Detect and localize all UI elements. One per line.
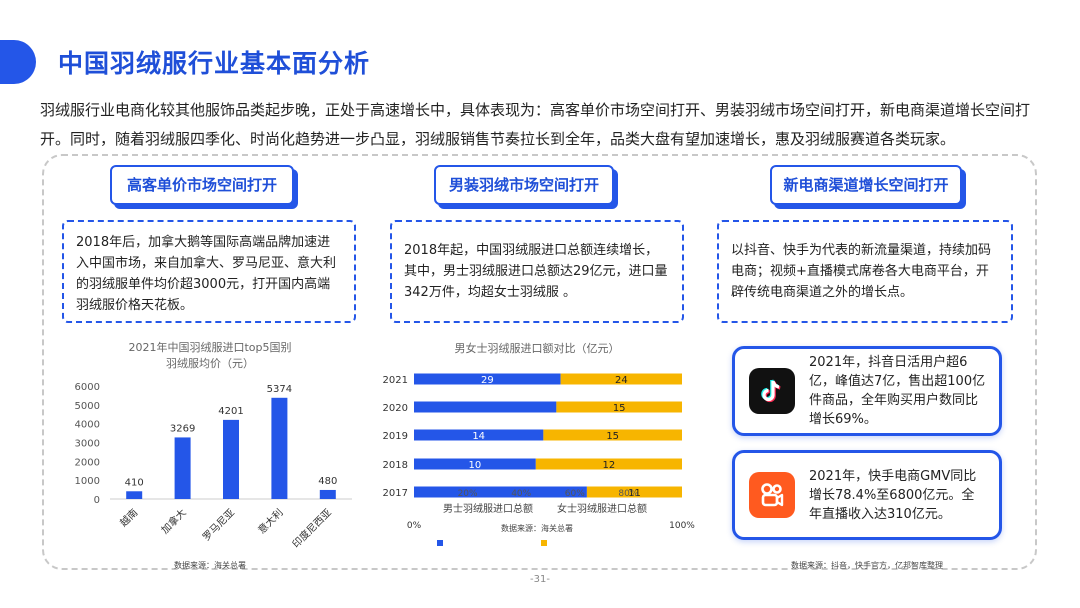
chart2-female-value: 12 [603,460,616,471]
chart1-ytick: 4000 [75,420,100,431]
chart2-bar-male [414,429,544,441]
legend-female-swatch [541,540,547,546]
col-title-new-channel: 新电商渠道增长空间打开 [770,165,962,205]
chart1-category-label: 加拿大 [158,506,188,536]
chart1-title: 2021年中国羽绒服进口top5国别 [128,340,291,354]
chart2-female-value: 24 [615,375,628,386]
chart1-value-label: 480 [318,476,337,487]
chart1-subtitle: 羽绒服均价（元） [166,357,254,370]
card-douyin: 2021年，抖音日活用户超6亿，峰值达7亿，售出超100亿件商品，全年购买用户数… [732,346,1002,436]
chart1-bar [271,397,288,499]
chart1-category-label: 罗马尼亚 [200,507,237,544]
chart2-xtick: 60% [565,489,585,499]
chart-top5-price: 2021年中国羽绒服进口top5国别 羽绒服均价（元） 0 1000 2000 300… [75,340,352,570]
chart2-bar-female [586,486,682,498]
page-number: -31- [530,574,550,585]
chart2-bar-female [535,458,682,470]
title-accent-bar [0,40,36,84]
chart2-xtick: 80% [618,489,638,499]
chart1-value-label: 5374 [267,384,292,395]
chart1-category-label: 印度尼西亚 [289,506,334,551]
douyin-icon [749,368,795,414]
legend-female-label: 女士羽绒服进口总额 [557,502,647,515]
chart2-category-label: 2020 [383,403,408,414]
card-kuaishou-text: 2021年，快手电商GMV同比增长78.4%至6800亿元。全年直播收入达310… [809,468,977,522]
card-kuaishou: 2021年，快手电商GMV同比增长78.4%至6800亿元。全年直播收入达310… [732,450,1002,540]
legend-male-label: 男士羽绒服进口总额 [443,502,533,515]
chart1-bar [223,419,239,499]
chart2-xtick: 20% [458,489,478,499]
chart1-ytick: 3000 [75,439,100,450]
chart1-ytick: 1000 [75,476,100,487]
chart2-xtick: 0% [407,521,422,531]
chart2-xtick: 100% [669,521,695,531]
legend-male-swatch [437,540,443,546]
chart2-bar-female [556,401,682,413]
chart2-xtick: 40% [511,489,531,499]
chart1-ytick: 2000 [75,457,100,468]
cards-source: 数据来源：抖音，快手官方，亿邦智库整理 [791,561,943,570]
chart2-male-value: 14 [472,431,485,442]
card-douyin-text: 2021年，抖音日活用户超6亿，峰值达7亿，售出超100亿件商品，全年购买用户数… [809,355,986,427]
chart2-category-label: 2019 [383,431,408,442]
chart1-value-label: 4201 [218,406,243,417]
chart2-title: 男女士羽绒服进口额对比（亿元） [455,341,620,355]
chart2-category-label: 2017 [383,488,408,499]
chart2-source: 数据来源：海关总署 [501,523,573,533]
chart2-bar-female [560,373,682,385]
chart2-category-label: 2021 [383,375,408,386]
kuaishou-icon [749,472,795,518]
chart1-ytick: 5000 [75,401,100,412]
text-high-price: 2018年后，加拿大鹅等国际高端品牌加速进入中国市场，来自加拿大、罗马尼亚、意大… [62,220,356,323]
chart2-bar-female [543,429,682,441]
chart2-category-label: 2018 [383,460,408,471]
text-new-channel: 以抖音、快手为代表的新流量渠道，持续加码电商；视频+直播模式席卷各大电商平台，开… [717,220,1013,323]
chart1-category-label: 意大利 [255,506,285,536]
chart1-ytick: 0 [94,495,100,506]
text-mens-market: 2018年起，中国羽绒服进口总额连续增长，其中，男士羽绒服进口总额达29亿元，进… [390,220,684,323]
chart1-ytick: 6000 [75,382,100,393]
chart-import-gender: 男女士羽绒服进口额对比（亿元） 2021 29 24 2020 15 2019 14 15 20… [383,341,695,546]
chart2-female-value: 11 [628,488,641,499]
chart1-value-label: 410 [125,477,144,488]
page-title: 中国羽绒服行业基本面分析 [58,49,371,78]
chart2-female-value: 15 [613,403,626,414]
intro-paragraph: 羽绒服行业电商化较其他服饰品类起步晚，正处于高速增长中，具体表现为：高客单价市场… [40,101,1031,148]
chart1-bar [174,437,191,499]
chart2-male-value: 29 [481,375,494,386]
chart2-male-value: 10 [469,460,482,471]
chart2-bar-male [414,458,536,470]
chart1-value-label: 3269 [170,423,195,434]
content-frame [42,154,1037,570]
col-title-mens-market: 男装羽绒市场空间打开 [434,165,614,205]
chart2-bar-male [414,486,587,498]
chart2-female-value: 15 [606,431,619,442]
chart1-bar [319,489,336,499]
chart1-category-label: 越南 [117,506,140,529]
chart2-bar-male [414,373,561,385]
col-title-high-price: 高客单价市场空间打开 [110,165,294,205]
chart1-source: 数据来源：海关总署 [174,560,246,570]
chart1-bar [126,491,143,499]
chart2-bar-male [414,401,557,413]
